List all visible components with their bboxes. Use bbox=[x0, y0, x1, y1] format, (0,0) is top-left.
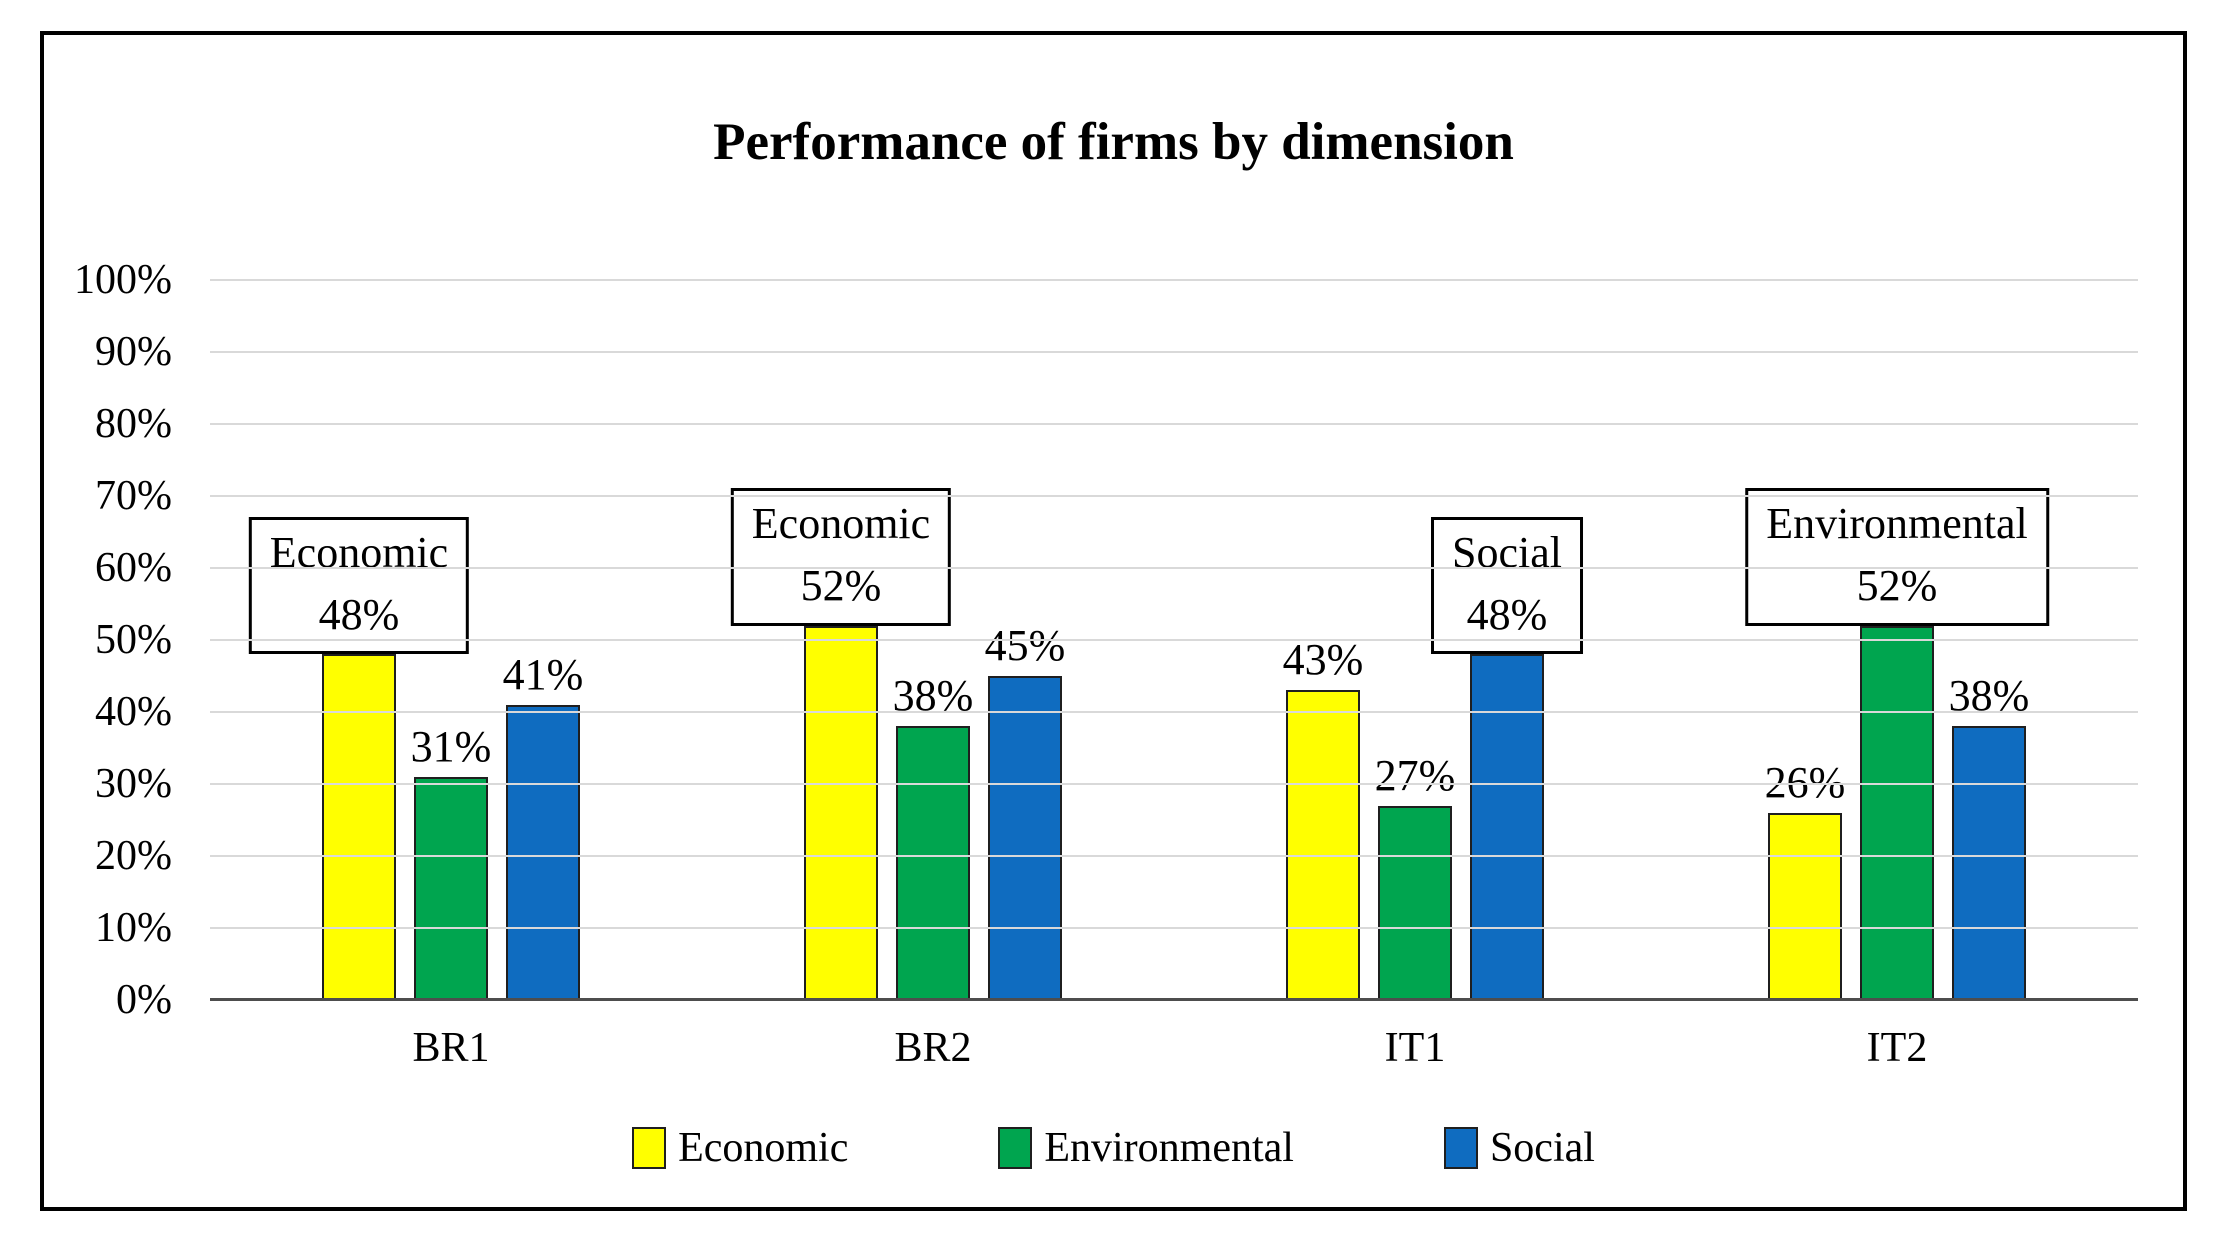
bar-value-label: 41% bbox=[502, 649, 584, 699]
y-tick-label: 90% bbox=[95, 329, 172, 375]
x-axis-label-br2: BR2 bbox=[894, 1025, 972, 1071]
gridline bbox=[210, 783, 2138, 785]
legend-item-economic: Economic bbox=[632, 1127, 848, 1169]
legend: Economic Environmental Social bbox=[40, 1116, 2187, 1180]
gridline bbox=[210, 927, 2138, 929]
bar-social-it1 bbox=[1470, 654, 1544, 1000]
bar-value-label: 31% bbox=[410, 721, 492, 771]
bar-value-label: 26% bbox=[1764, 757, 1846, 807]
bar-environmental-br1 bbox=[414, 776, 488, 1000]
gridline bbox=[210, 855, 2138, 857]
bar-value-label: 45% bbox=[984, 621, 1066, 670]
legend-label: Economic bbox=[678, 1125, 849, 1171]
bar-value-label: 38% bbox=[1948, 671, 2030, 721]
bar-economic-it2 bbox=[1768, 812, 1842, 1000]
bar-value-label: 38% bbox=[892, 671, 974, 721]
y-tick-label: 20% bbox=[95, 833, 172, 879]
legend-label: Social bbox=[1489, 1125, 1595, 1171]
callout-box-it1: Social 48% bbox=[1431, 517, 1583, 655]
bar-environmental-it2 bbox=[1860, 625, 1934, 1000]
bar-value-label: 27% bbox=[1374, 750, 1456, 800]
callout-series-label: Social bbox=[1452, 528, 1562, 578]
callout-series-label: Economic bbox=[269, 528, 449, 578]
y-tick-label: 30% bbox=[95, 761, 172, 807]
y-tick-label: 0% bbox=[116, 977, 172, 1023]
gridline bbox=[210, 639, 2138, 641]
legend-swatch-social bbox=[1443, 1127, 1478, 1169]
bar-value-label: 43% bbox=[1282, 635, 1364, 685]
callout-series-label: Environmental bbox=[1766, 499, 2028, 549]
callout-value-label: 52% bbox=[1856, 561, 1938, 611]
bar-economic-it1 bbox=[1286, 690, 1360, 1000]
callout-series-label: Economic bbox=[751, 499, 931, 549]
legend-swatch-environmental bbox=[998, 1127, 1033, 1169]
gridline bbox=[210, 495, 2138, 497]
y-tick-label: 40% bbox=[95, 689, 172, 735]
bar-economic-br2 bbox=[804, 625, 878, 1000]
bar-economic-br1 bbox=[322, 654, 396, 1000]
callout-value-label: 48% bbox=[1466, 589, 1548, 639]
callout-box-it2: Environmental 52% bbox=[1745, 488, 2049, 626]
y-tick-label: 50% bbox=[95, 617, 172, 663]
gridline bbox=[210, 351, 2138, 353]
x-axis-line bbox=[210, 998, 2138, 1001]
gridline bbox=[210, 711, 2138, 713]
callout-value-label: 48% bbox=[318, 589, 400, 639]
bar-social-br1 bbox=[506, 704, 580, 1000]
bar-environmental-it1 bbox=[1378, 805, 1452, 1000]
y-tick-label: 80% bbox=[95, 401, 172, 447]
bar-environmental-br2 bbox=[896, 726, 970, 1000]
gridline bbox=[210, 279, 2138, 281]
legend-label: Environmental bbox=[1044, 1125, 1294, 1171]
gridline bbox=[210, 423, 2138, 425]
y-tick-label: 70% bbox=[95, 473, 172, 519]
callout-value-label: 52% bbox=[800, 561, 882, 611]
x-axis-label-it2: IT2 bbox=[1866, 1025, 1928, 1071]
callout-box-br1: Economic 48% bbox=[248, 517, 470, 655]
y-tick-label: 10% bbox=[95, 905, 172, 951]
y-tick-label: 100% bbox=[74, 257, 172, 303]
legend-swatch-economic bbox=[632, 1127, 667, 1169]
gridline bbox=[210, 567, 2138, 569]
bar-social-it2 bbox=[1952, 726, 2026, 1000]
chart-title: Performance of firms by dimension bbox=[713, 113, 1514, 171]
legend-item-social: Social bbox=[1443, 1125, 1595, 1171]
legend-item-environmental: Environmental bbox=[998, 1127, 1294, 1169]
x-axis-label-it1: IT1 bbox=[1384, 1025, 1446, 1071]
callout-box-br2: Economic 52% bbox=[730, 488, 952, 626]
x-axis-label-br1: BR1 bbox=[412, 1025, 490, 1071]
y-tick-label: 60% bbox=[95, 545, 172, 591]
bar-social-br2 bbox=[988, 676, 1062, 1000]
